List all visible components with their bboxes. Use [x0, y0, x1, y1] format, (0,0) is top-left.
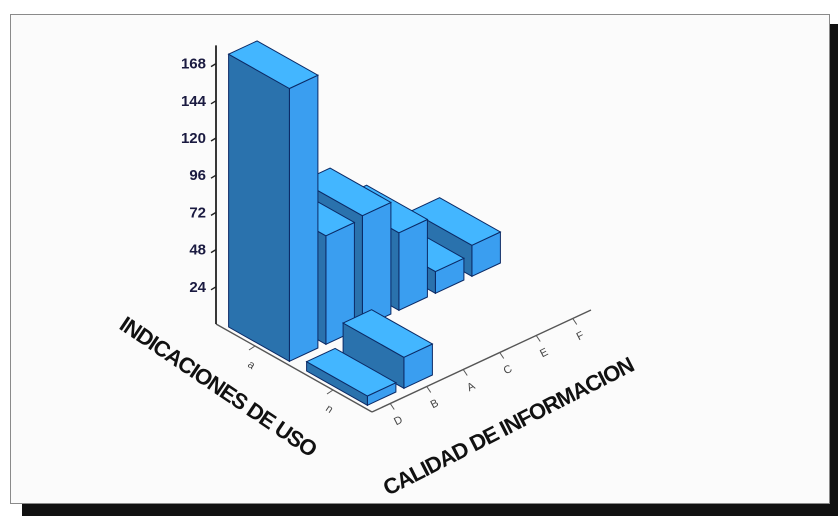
bar-front-face — [361, 201, 392, 329]
bar-front-face — [398, 218, 428, 312]
x-tick-mark — [499, 352, 505, 359]
bar-top-face — [342, 309, 434, 358]
x-tick-mark — [572, 318, 578, 325]
bar-n-D — [305, 347, 397, 407]
z-tick-label: 24 — [189, 279, 206, 296]
x-tick-mark — [462, 369, 468, 376]
bar-a-D — [227, 40, 319, 363]
x-tick-label: C — [502, 363, 515, 377]
x-tick-label: F — [575, 329, 587, 343]
y-tick-mark — [248, 345, 256, 351]
z-tick-mark — [210, 248, 217, 254]
chart-bars — [227, 40, 502, 407]
bar-front-face — [288, 74, 319, 363]
x-tick-mark — [389, 403, 395, 410]
z-tick-label: 48 — [189, 242, 206, 259]
x-tick-label: D — [392, 414, 405, 428]
bar-top-face — [300, 167, 392, 217]
x-tick-label: E — [538, 346, 550, 360]
x-tick-mark — [535, 335, 541, 342]
y-tick-mark — [326, 389, 334, 395]
x-tick-label: A — [465, 380, 478, 394]
z-tick-mark — [210, 100, 217, 105]
z-tick-mark — [210, 174, 217, 179]
z-tick-mark — [210, 211, 217, 217]
y-tick-label: a — [245, 359, 258, 373]
z-tick-label: 120 — [181, 130, 206, 147]
z-tick-label: 96 — [189, 167, 206, 184]
frame-shadow-bottom — [22, 504, 838, 516]
bar-side-face — [228, 53, 290, 363]
bar-top-face — [305, 347, 397, 397]
z-tick-label: 72 — [189, 204, 206, 221]
x-axis-line — [371, 309, 592, 413]
x-tick-mark — [426, 386, 432, 393]
z-tick-label: 144 — [181, 93, 207, 110]
z-tick-label: 168 — [181, 56, 206, 73]
frame-shadow-right — [830, 24, 838, 516]
bar-top-face — [227, 40, 319, 90]
y-axis-line — [215, 323, 373, 413]
z-tick-mark — [210, 62, 217, 68]
bar-top-face — [410, 197, 502, 246]
chart-axes — [210, 45, 592, 413]
z-tick-mark — [210, 137, 217, 142]
x-tick-label: B — [429, 397, 441, 411]
z-tick-mark — [210, 286, 217, 291]
y-tick-label: n — [323, 403, 335, 416]
